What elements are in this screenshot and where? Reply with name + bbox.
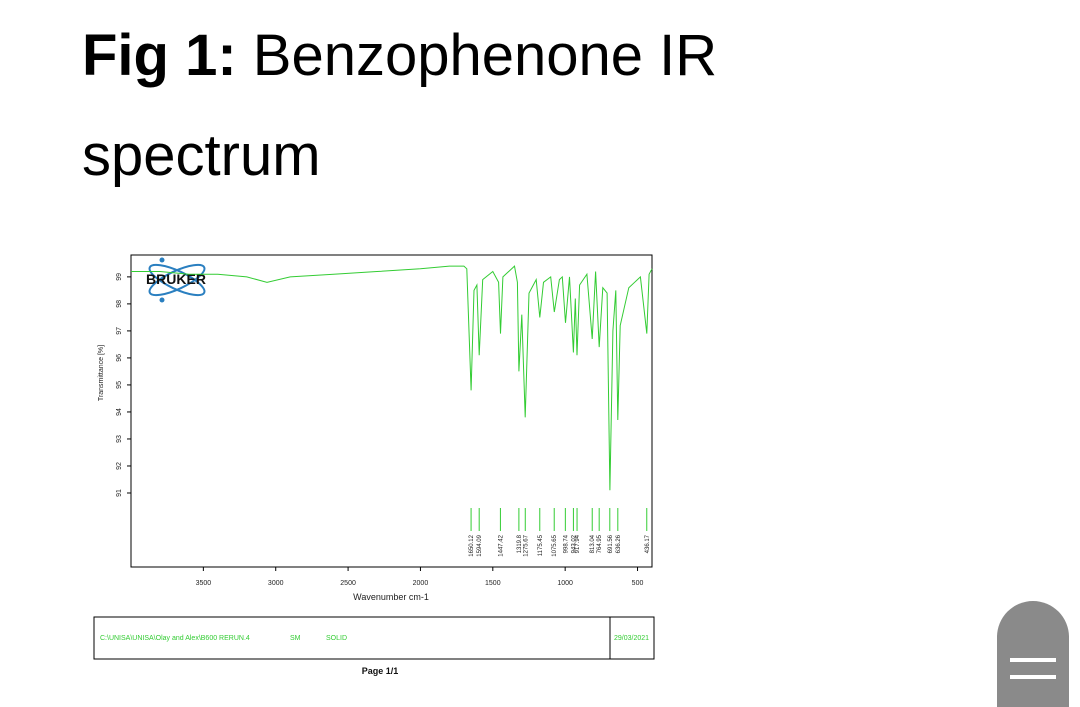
y-tick-label: 93 — [116, 435, 123, 443]
peak-label: 1447.42 — [498, 534, 504, 556]
x-tick-label: 3500 — [196, 580, 212, 587]
logo-text: BRUKER — [146, 271, 206, 287]
peak-label: 1275.67 — [523, 534, 529, 556]
x-axis-label: Wavenumber cm-1 — [353, 592, 429, 602]
peak-label: 636.26 — [616, 534, 622, 553]
x-tick-label: 1500 — [485, 580, 501, 587]
title-prefix: Fig 1: — [82, 23, 237, 88]
footer-box — [93, 616, 655, 660]
peak-label: 1075.65 — [552, 534, 558, 556]
footer-date: 29/03/2021 — [614, 635, 649, 642]
peak-label: 1175.45 — [538, 534, 544, 556]
x-tick-label: 1000 — [557, 580, 573, 587]
page-label: Page 1/1 — [362, 666, 399, 676]
peak-label: 764.95 — [597, 534, 603, 553]
peak-label: 1650.12 — [469, 534, 475, 556]
logo-dot — [159, 297, 165, 303]
logo-orbit — [148, 263, 206, 297]
peak-label: 998.74 — [563, 534, 569, 553]
footer-operator: SM — [290, 635, 301, 642]
peak-label: 436.17 — [645, 534, 651, 553]
footer-path: C:\UNISA\UNISA\Olay and Alex\B600 RERUN.… — [100, 635, 250, 642]
slide-title: Fig 1: Benzophenone IR spectrum — [82, 6, 842, 206]
scroll-button[interactable] — [997, 601, 1069, 707]
y-tick-label: 96 — [116, 354, 123, 362]
peak-label: 813.04 — [590, 534, 596, 553]
scroll-button-shape[interactable] — [997, 601, 1069, 707]
peak-label: 1594.09 — [477, 534, 483, 556]
logo-dot — [159, 257, 165, 263]
peak-label: 1319.8 — [517, 534, 523, 553]
peak-label: 691.56 — [608, 534, 614, 553]
plot-frame — [130, 254, 653, 568]
logo: BRUKER — [146, 257, 206, 303]
x-tick-label: 2500 — [340, 580, 356, 587]
title-text: Benzophenone IR spectrum — [82, 23, 718, 188]
scroll-button-line — [1010, 675, 1056, 679]
logo-orbit — [148, 263, 206, 297]
x-tick-label: 500 — [632, 580, 644, 587]
y-tick-label: 97 — [116, 327, 123, 335]
y-tick-label: 91 — [116, 489, 123, 497]
peak-label: 943.02 — [571, 534, 577, 553]
y-tick-label: 98 — [116, 300, 123, 308]
footer-state: SOLID — [326, 635, 347, 642]
peak-label: 917.94 — [575, 534, 581, 553]
y-tick-label: 95 — [116, 381, 123, 389]
spectrum-line — [131, 265, 653, 491]
x-tick-label: 2000 — [413, 580, 429, 587]
y-tick-label: 99 — [116, 273, 123, 281]
x-tick-label: 3000 — [268, 580, 284, 587]
scroll-button-line — [1010, 658, 1056, 662]
y-tick-label: 94 — [116, 408, 123, 416]
y-tick-label: 92 — [116, 462, 123, 470]
y-axis-label: Transmittance [%] — [98, 345, 105, 401]
